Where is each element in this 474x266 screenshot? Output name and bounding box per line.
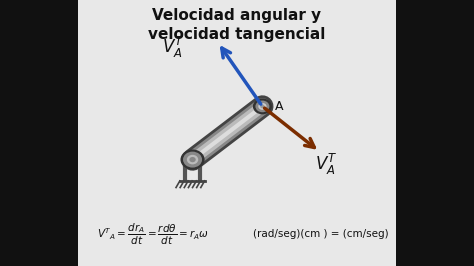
Text: $V_A^T$: $V_A^T$ (162, 35, 185, 60)
Circle shape (183, 152, 202, 168)
Text: $V_A^T$: $V_A^T$ (315, 152, 337, 177)
Text: $V^T{}_A = \dfrac{dr_A}{dt} = \dfrac{rd\theta}{dt} = r_A\omega$: $V^T{}_A = \dfrac{dr_A}{dt} = \dfrac{rd\… (97, 222, 209, 247)
Text: (rad/seg)(cm ) = (cm/seg): (rad/seg)(cm ) = (cm/seg) (253, 229, 389, 239)
Circle shape (189, 157, 196, 162)
Circle shape (258, 103, 266, 110)
Text: Velocidad angular y
velocidad tangencial: Velocidad angular y velocidad tangencial (148, 8, 326, 41)
Circle shape (253, 98, 272, 114)
Circle shape (181, 149, 205, 170)
Circle shape (187, 155, 198, 164)
Text: A: A (275, 100, 283, 113)
Circle shape (255, 101, 269, 112)
Circle shape (260, 105, 264, 108)
